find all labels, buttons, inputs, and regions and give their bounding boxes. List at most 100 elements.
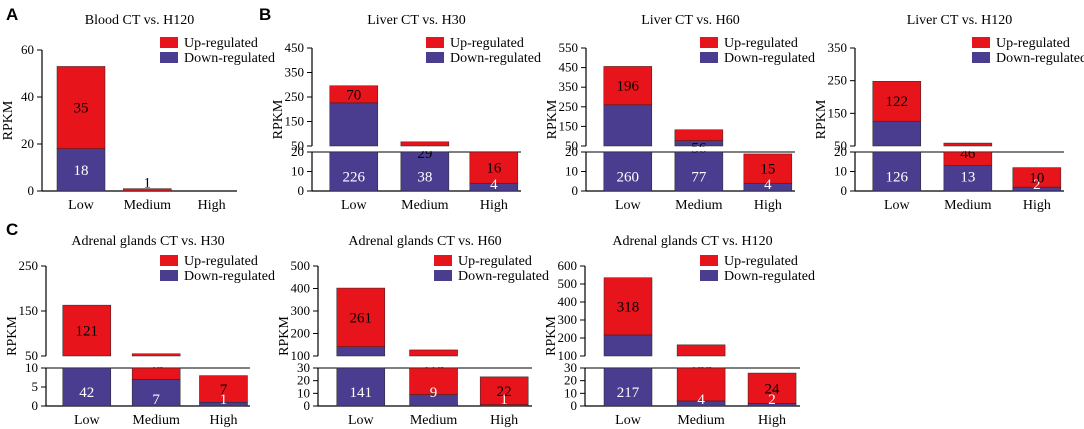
legend-swatch-down: [426, 52, 444, 63]
value-label-down: 226: [343, 170, 366, 186]
x-tick-label: Medium: [401, 198, 449, 213]
y-tick-label: 60: [21, 42, 34, 57]
bar-segment-up-upper: [603, 277, 653, 336]
legend-swatch-up: [160, 37, 178, 48]
x-tick-label: Low: [341, 198, 368, 213]
y-tick-label: 40: [21, 89, 34, 104]
y-tick-label: 500: [291, 258, 311, 273]
y-tick-label: 20: [565, 144, 578, 159]
y-axis-label: RPKM: [271, 99, 286, 139]
y-tick-label: 150: [19, 303, 39, 318]
y-tick-label: 200: [558, 330, 578, 345]
legend-label-up: Up-regulated: [996, 36, 1070, 51]
legend-label-up: Up-regulated: [724, 36, 798, 51]
x-tick-label: Low: [348, 413, 375, 428]
bar-segment-down-upper: [603, 104, 653, 147]
value-label-down: 4: [490, 177, 498, 193]
bar-segment-down-lower: [329, 151, 379, 192]
legend-swatch-up: [700, 37, 718, 48]
axis-break-gap: [579, 356, 802, 368]
y-tick-label: 250: [285, 89, 305, 104]
y-tick-label: 10: [25, 360, 38, 375]
y-tick-label: 50: [565, 138, 578, 153]
panel-letter-b: B: [259, 5, 271, 24]
value-label-down: 18: [74, 163, 89, 179]
y-tick-label: 500: [558, 276, 578, 291]
y-tick-label: 10: [565, 164, 578, 179]
y-axis-label: RPKM: [1, 100, 16, 140]
y-tick-label: 150: [285, 114, 305, 129]
bar-segment-up-lower: [943, 151, 993, 166]
chart-7: Adrenal glands CT vs. H120 RPKM Up-regulat…: [544, 234, 815, 428]
value-label-up: 7: [220, 382, 228, 398]
y-tick-label: 20: [21, 136, 34, 151]
value-label-down: 38: [417, 170, 432, 186]
legend-label-down: Down-regulated: [724, 269, 815, 284]
legend-swatch-up: [434, 255, 452, 266]
bar-segment-up-upper: [131, 353, 181, 357]
legend-swatch-down: [972, 52, 990, 63]
y-tick-label: 10: [834, 164, 847, 179]
value-label-up: 196: [617, 79, 640, 95]
bar-segment-up-upper: [674, 129, 724, 141]
x-tick-label: Medium: [410, 413, 458, 428]
y-tick-label: 300: [558, 312, 578, 327]
y-tick-label: 0: [28, 183, 35, 198]
bar-segment-down: [56, 148, 106, 192]
value-label-down: 217: [617, 385, 640, 401]
y-tick-label: 100: [558, 348, 578, 363]
chart-title: Liver CT vs. H120: [907, 13, 1013, 28]
value-label-up: 261: [350, 310, 373, 326]
y-axis-label: RPKM: [545, 99, 560, 139]
x-tick-label: Low: [615, 198, 642, 213]
y-tick-label: 10: [297, 385, 310, 400]
value-label-down: 4: [697, 392, 705, 408]
bar-segment-up-upper: [872, 81, 922, 122]
y-tick-label: 250: [828, 73, 848, 88]
y-tick-label: 350: [285, 65, 305, 80]
y-tick-label: 10: [291, 164, 304, 179]
x-tick-label: High: [198, 198, 226, 213]
y-tick-label: 400: [558, 294, 578, 309]
bar-segment-down-lower: [603, 151, 653, 192]
value-label-up: 1: [144, 176, 152, 192]
x-tick-label: High: [758, 413, 786, 428]
y-tick-label: 250: [19, 258, 39, 273]
y-tick-label: 0: [841, 183, 848, 198]
value-label-down: 13: [960, 170, 975, 186]
y-tick-label: 20: [564, 373, 577, 388]
value-label-up: 35: [74, 101, 89, 117]
bar-segment-up-upper: [329, 85, 379, 104]
legend-swatch-up: [700, 255, 718, 266]
legend-swatch-down: [700, 270, 718, 281]
axis-break-gap: [40, 356, 252, 368]
y-tick-label: 50: [25, 348, 38, 363]
value-label-up: 16: [486, 161, 502, 177]
bar-segment-down-lower: [131, 379, 181, 407]
bar-segment-down-upper: [603, 334, 653, 357]
y-tick-label: 10: [564, 385, 577, 400]
x-tick-label: High: [209, 413, 237, 428]
y-tick-label: 400: [291, 281, 311, 296]
bar-segment-up-lower: [469, 151, 519, 184]
x-tick-label: High: [754, 198, 782, 213]
bar-segment-down-lower: [872, 151, 922, 192]
bar-segment-up-upper: [603, 66, 653, 106]
axis-break-gap: [306, 146, 523, 152]
y-tick-label: 20: [291, 144, 304, 159]
bar-segment-up-upper: [400, 141, 450, 147]
legend-label-up: Up-regulated: [450, 36, 524, 51]
y-tick-label: 350: [828, 40, 848, 55]
value-label-down: 126: [886, 170, 909, 186]
bar-segment-up-upper: [409, 349, 458, 357]
bar-segment-up-lower: [479, 376, 529, 405]
bar-segment-down-lower: [603, 367, 653, 407]
charts-group: Blood CT vs. H120RPKMUp-regulatedDown-re…: [1, 13, 1084, 428]
chart-4: Liver CT vs. H120 RPKM Up-regulatedDown-re…: [814, 13, 1084, 213]
legend-label-down: Down-regulated: [184, 51, 275, 66]
bar-segment-up-lower: [409, 367, 458, 395]
legend-label-up: Up-regulated: [724, 254, 798, 269]
chart-3: Liver CT vs. H60 RPKM Up-regulatedDown-reg…: [545, 13, 815, 213]
